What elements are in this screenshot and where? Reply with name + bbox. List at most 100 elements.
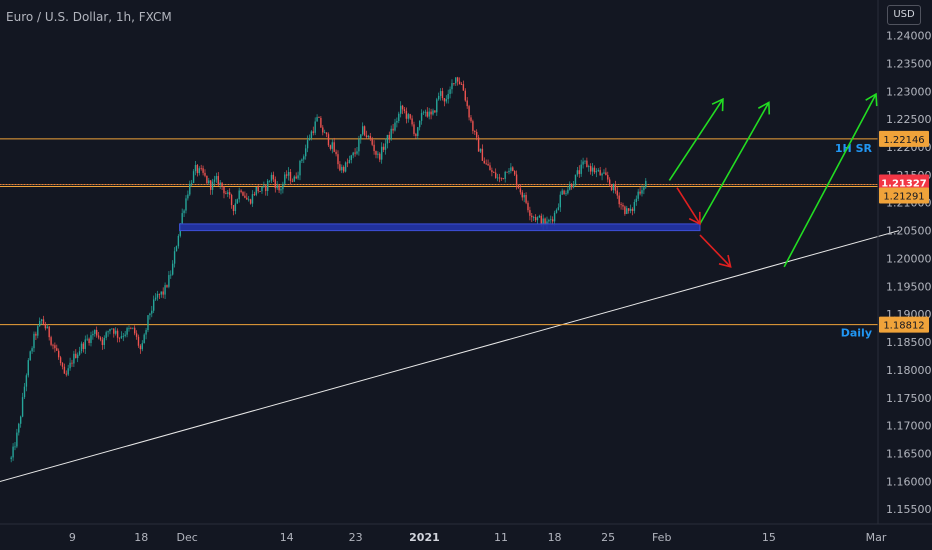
- candle-body: [434, 110, 436, 113]
- candle-body: [316, 117, 318, 122]
- candle-body: [409, 114, 411, 119]
- candle-body: [75, 353, 77, 359]
- candle-body: [44, 323, 47, 329]
- candle-body: [470, 117, 472, 122]
- candle-body: [71, 362, 73, 364]
- candle-body: [622, 205, 624, 207]
- candle-body: [80, 343, 83, 352]
- candle-body: [612, 184, 615, 191]
- candle-body: [308, 138, 311, 141]
- candle-body: [422, 112, 425, 114]
- candle-body: [141, 343, 143, 350]
- arrow-shaft: [783, 93, 877, 268]
- candle-body: [99, 337, 102, 340]
- arrow-head: [711, 97, 724, 112]
- price-tag-bg: [879, 130, 929, 147]
- arrow-down: [676, 187, 701, 226]
- candle-body: [380, 146, 383, 160]
- candle-body: [436, 99, 438, 113]
- candle-body: [479, 148, 482, 152]
- candle-body: [398, 113, 400, 121]
- currency-button[interactable]: USD: [887, 5, 921, 25]
- candle-body: [578, 170, 580, 174]
- candle-body: [145, 330, 147, 335]
- price-tick-label: 1.15500: [886, 503, 932, 516]
- candle-body: [523, 194, 525, 198]
- candle-body: [31, 348, 33, 352]
- candle-body: [626, 208, 628, 214]
- candle-body: [95, 329, 98, 336]
- candle-body: [502, 178, 504, 180]
- candle-body: [187, 194, 189, 199]
- candle-body: [265, 185, 267, 191]
- candle-body: [228, 192, 231, 195]
- candle-body: [270, 174, 273, 181]
- arrow-head: [688, 211, 701, 226]
- candle-body: [475, 131, 478, 138]
- candle-body: [506, 171, 508, 173]
- candle-body: [510, 167, 512, 171]
- candle-body: [221, 182, 223, 187]
- candle-body: [641, 190, 643, 194]
- candle-body: [120, 336, 123, 338]
- candle-body: [304, 148, 307, 157]
- time-tick-label: 23: [349, 531, 363, 544]
- candle-body: [337, 154, 339, 165]
- candle-body: [388, 134, 390, 140]
- symbol-title[interactable]: Euro / U.S. Dollar, 1h, FXCM: [6, 10, 172, 24]
- candle-body: [605, 172, 607, 175]
- candle-body: [27, 360, 29, 376]
- candle-body: [244, 195, 246, 198]
- candle-body: [331, 142, 333, 149]
- candle-body: [303, 156, 305, 160]
- candle-body: [147, 315, 149, 331]
- candle-body: [76, 354, 79, 359]
- candle-body: [29, 351, 31, 361]
- candle-body: [453, 83, 455, 84]
- candle-body: [84, 339, 86, 349]
- candle-body: [78, 351, 81, 355]
- candle-body: [46, 326, 48, 329]
- arrow-up: [668, 97, 724, 181]
- candle-body: [238, 190, 240, 200]
- candle-body: [259, 191, 261, 193]
- candle-body: [234, 203, 237, 212]
- candle-body: [246, 197, 248, 200]
- candle-body: [57, 350, 60, 358]
- candle-body: [306, 140, 309, 149]
- time-axis[interactable]: 9 18 Dec 14 23 2021 11 18 25 Feb 15 Mar: [0, 523, 932, 544]
- candle-body: [175, 246, 178, 252]
- candle-body: [33, 333, 35, 349]
- candle-body: [173, 251, 176, 264]
- candle-body: [282, 183, 284, 190]
- candle-body: [314, 121, 316, 133]
- candle-body: [154, 297, 157, 300]
- candle-body: [107, 331, 109, 333]
- candle-body: [225, 193, 227, 195]
- candle-body: [413, 124, 415, 134]
- candle-body: [335, 151, 337, 155]
- arrow-up: [699, 101, 771, 225]
- candle-body: [458, 81, 461, 85]
- candle-body: [18, 423, 20, 433]
- candle-body: [392, 128, 394, 131]
- time-tick-label: 18: [134, 531, 148, 544]
- candle-body: [358, 139, 360, 152]
- trendline-layer: [0, 230, 900, 483]
- candle-body: [19, 416, 22, 424]
- candle-body: [493, 172, 495, 173]
- level-lines: 1H SR Daily: [0, 138, 878, 340]
- price-axis[interactable]: 1.15500 1.16000 1.16500 1.17000 1.17500 1.180…: [877, 0, 932, 524]
- candle-body: [536, 217, 539, 221]
- candle-body: [40, 319, 43, 321]
- candle-body: [208, 180, 210, 184]
- candle-body: [56, 348, 58, 351]
- candle-body: [348, 160, 351, 163]
- time-tick-label: 15: [762, 531, 776, 544]
- candle-body: [272, 174, 275, 180]
- candle-body: [16, 432, 18, 447]
- candle-body: [105, 332, 107, 338]
- candle-body: [183, 210, 185, 214]
- candle-body: [405, 110, 408, 119]
